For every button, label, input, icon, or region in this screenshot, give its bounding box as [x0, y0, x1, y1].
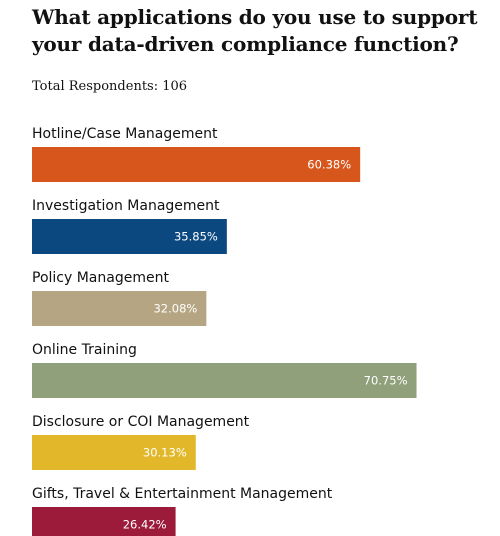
bar-group-gifts-travel-entertainment-management: Gifts, Travel & Entertainment Management…: [32, 486, 333, 536]
bar-gifts-travel-entertainment-management: [32, 507, 176, 536]
value-label: 30.13%: [143, 446, 187, 460]
category-label: Policy Management: [32, 270, 169, 286]
bar-group-policy-management: Policy Management 32.08%: [32, 270, 207, 326]
value-label: 32.08%: [153, 302, 197, 316]
value-label: 70.75%: [364, 374, 408, 388]
bar-online-training: [32, 363, 417, 398]
bar-group-hotline-case-management: Hotline/Case Management 60.38%: [32, 126, 361, 182]
category-label: Disclosure or COI Management: [32, 414, 250, 430]
bar-group-disclosure-or-coi-management: Disclosure or COI Management 30.13%: [32, 414, 250, 470]
chart-title: What applications do you use to support …: [32, 5, 478, 56]
bar-disclosure-or-coi-management: [32, 435, 196, 470]
value-label: 60.38%: [307, 158, 351, 172]
total-respondents: Total Respondents: 106: [32, 79, 188, 94]
bar-hotline-case-management: [32, 147, 361, 182]
category-label: Gifts, Travel & Entertainment Management: [32, 486, 333, 502]
value-label: 26.42%: [123, 518, 167, 532]
bar-group-investigation-management: Investigation Management 35.85%: [32, 198, 227, 254]
bar-group-online-training: Online Training 70.75%: [32, 342, 417, 398]
bar-policy-management: [32, 291, 207, 326]
category-label: Investigation Management: [32, 198, 220, 214]
category-label: Hotline/Case Management: [32, 126, 218, 142]
category-label: Online Training: [32, 342, 137, 358]
value-label: 35.85%: [174, 230, 218, 244]
bar-investigation-management: [32, 219, 227, 254]
